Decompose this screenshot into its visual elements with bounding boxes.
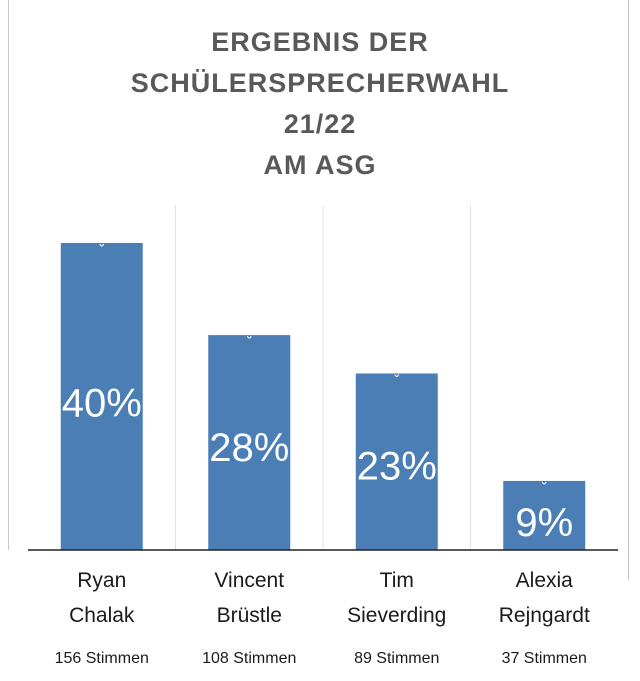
frame-border-right [628, 0, 629, 580]
data-label-3: 23% [357, 444, 437, 488]
category-label-2-line-1: Vincent [214, 569, 285, 592]
bar-top-marker-1 [99, 243, 105, 247]
category-label-2: Vincent Brüstle [174, 563, 324, 633]
title-line-3: 21/22 [283, 109, 357, 139]
category-label-4-line-1: Alexia [515, 569, 573, 592]
title-line-1: ERGEBNIS DER [211, 27, 429, 57]
bar-2 [208, 335, 291, 550]
category-label-3-line-2: Sieverding [347, 604, 447, 627]
category-label-4: Alexia Rejngardt [469, 563, 619, 633]
title-line-4: AM ASG [263, 150, 377, 180]
category-label-3-line-1: Tim [379, 569, 414, 592]
frame-border-left [8, 0, 9, 550]
vote-count-2: 108 Stimmen [202, 650, 297, 667]
vote-count-1: 156 Stimmen [54, 650, 149, 667]
vote-count-3: 89 Stimmen [354, 650, 440, 667]
data-label-4: 9% [515, 501, 573, 545]
category-label-4-line-2: Rejngardt [498, 604, 590, 627]
data-label-1: 40% [62, 382, 142, 426]
bar-top-marker-4 [541, 481, 547, 485]
chart-title: ERGEBNIS DER SCHÜLERSPRECHERWAHL 21/22 A… [0, 22, 640, 186]
vote-count-4: 37 Stimmen [501, 650, 587, 667]
category-label-1: Ryan Chalak [27, 563, 177, 633]
bar-4 [503, 480, 586, 550]
bar-1 [60, 243, 143, 550]
bar-top-marker-2 [246, 335, 252, 339]
data-label-2: 28% [209, 426, 289, 470]
category-label-1-line-2: Chalak [69, 604, 135, 627]
bar-3 [355, 373, 438, 550]
bar-top-marker-3 [394, 374, 400, 377]
title-line-2: SCHÜLERSPRECHERWAHL [130, 68, 510, 98]
category-label-3: Tim Sieverding [322, 563, 472, 633]
category-label-2-line-2: Brüstle [216, 604, 282, 627]
category-label-1-line-1: Ryan [77, 569, 127, 592]
